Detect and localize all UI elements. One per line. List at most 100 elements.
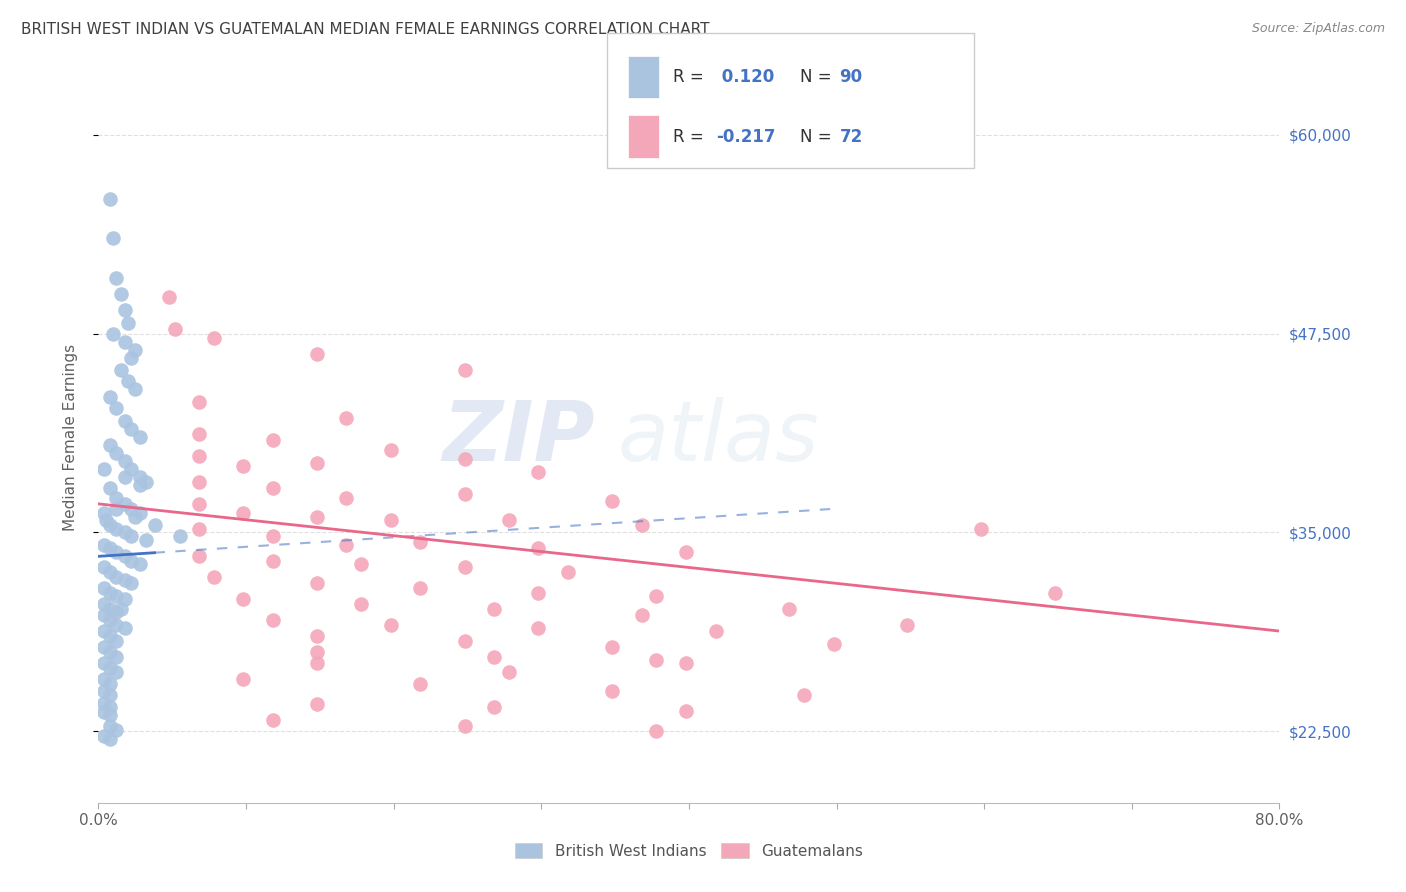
Point (105, 665, 128, 680)
Point (453, 487, 475, 501)
Point (120, 422, 142, 436)
Point (350, 597, 373, 611)
Point (482, 700, 505, 714)
Point (105, 446, 128, 460)
Point (600, 640, 623, 654)
Text: N =: N = (800, 68, 837, 86)
Point (896, 617, 918, 632)
Text: 0.120: 0.120 (716, 68, 773, 86)
Point (453, 363, 475, 377)
Point (93, 640, 115, 654)
Point (482, 602, 505, 616)
Point (98, 688, 121, 702)
Point (114, 454, 136, 468)
Point (187, 522, 209, 536)
Point (128, 430, 150, 444)
Point (305, 697, 328, 711)
Point (120, 554, 142, 568)
Point (120, 529, 142, 543)
Point (232, 592, 254, 607)
Point (262, 554, 284, 568)
Point (169, 529, 191, 543)
Point (262, 434, 284, 448)
Point (128, 558, 150, 572)
Point (105, 522, 128, 536)
Point (165, 322, 187, 336)
Text: -0.217: -0.217 (716, 128, 775, 145)
Point (93, 672, 115, 686)
Point (105, 271, 128, 285)
Point (350, 558, 373, 572)
Point (110, 363, 132, 377)
Point (93, 462, 115, 476)
Point (704, 624, 727, 638)
Point (498, 665, 520, 680)
Point (143, 517, 166, 532)
Point (409, 581, 432, 595)
Point (93, 656, 115, 670)
Point (98, 645, 121, 659)
Point (98, 192, 121, 206)
Point (98, 700, 121, 714)
Y-axis label: Median Female Earnings: Median Female Earnings (63, 343, 77, 531)
Point (380, 617, 402, 632)
Point (93, 538, 115, 552)
Point (103, 231, 125, 245)
Point (232, 507, 254, 521)
Point (453, 560, 475, 574)
Point (335, 538, 357, 552)
Point (128, 470, 150, 484)
Point (262, 529, 284, 543)
Point (793, 688, 815, 702)
Point (453, 452, 475, 467)
Point (114, 621, 136, 635)
Point (128, 507, 150, 521)
Point (202, 570, 225, 584)
Point (645, 653, 668, 667)
Point (675, 704, 697, 718)
Point (124, 383, 146, 397)
Legend: British West Indians, Guatemalans: British West Indians, Guatemalans (509, 837, 869, 864)
Point (305, 656, 328, 670)
Point (105, 649, 128, 664)
Point (1043, 586, 1066, 600)
Point (93, 705, 115, 719)
Point (453, 719, 475, 733)
Point (135, 475, 157, 489)
Point (124, 509, 146, 524)
Point (675, 544, 697, 558)
Point (93, 507, 115, 521)
Point (98, 629, 121, 643)
Point (98, 541, 121, 556)
Point (630, 608, 652, 623)
Point (93, 684, 115, 698)
Point (93, 608, 115, 623)
Point (527, 465, 550, 479)
Point (380, 442, 402, 457)
Point (187, 475, 209, 489)
Point (93, 597, 115, 611)
Point (117, 316, 139, 330)
Point (187, 395, 209, 409)
Point (114, 414, 136, 428)
Point (187, 426, 209, 441)
Point (105, 605, 128, 619)
Point (105, 501, 128, 516)
Point (527, 541, 550, 556)
Text: ZIP: ZIP (441, 397, 595, 477)
Point (305, 347, 328, 361)
Text: Source: ZipAtlas.com: Source: ZipAtlas.com (1251, 22, 1385, 36)
Point (135, 533, 157, 548)
Point (93, 624, 115, 638)
Point (114, 302, 136, 317)
Point (823, 637, 845, 651)
Point (409, 535, 432, 549)
Point (120, 501, 142, 516)
Point (128, 477, 150, 491)
Point (630, 517, 652, 532)
Point (93, 581, 115, 595)
Point (114, 497, 136, 511)
Point (98, 438, 121, 452)
Point (94, 513, 117, 527)
Point (105, 544, 128, 558)
